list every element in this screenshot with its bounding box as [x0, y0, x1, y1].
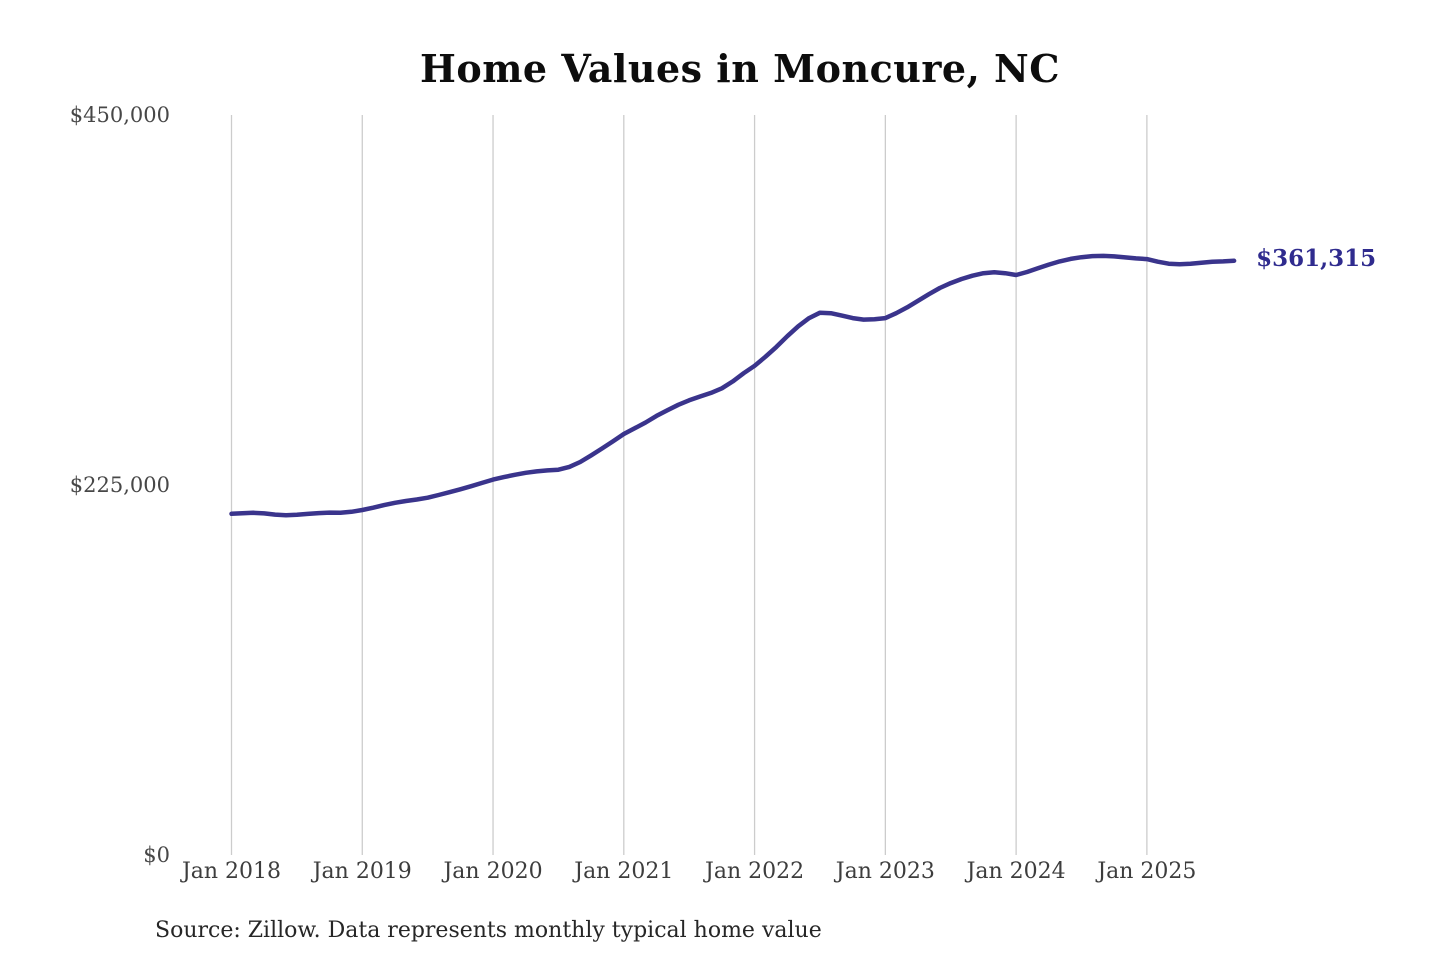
- y-tick-label: $0: [143, 843, 170, 867]
- x-tick-label: Jan 2024: [966, 859, 1066, 884]
- x-tick-label: Jan 2025: [1097, 859, 1197, 884]
- x-tick-label: Jan 2022: [705, 859, 805, 884]
- home-value-series-line: [229, 253, 1237, 518]
- x-tick-label: Jan 2023: [835, 859, 935, 884]
- x-tick-label: Jan 2020: [443, 859, 543, 884]
- chart-title: Home Values in Moncure, NC: [419, 46, 1061, 91]
- latest-value-label: $361,315: [1256, 244, 1377, 272]
- source-attribution: Source: Zillow. Data represents monthly …: [155, 918, 822, 943]
- x-tick-label: Jan 2018: [181, 859, 282, 884]
- y-tick-label: $450,000: [69, 103, 170, 127]
- x-tick-label: Jan 2021: [574, 859, 674, 884]
- vertical-gridlines: [230, 115, 1148, 855]
- x-tick-label: Jan 2019: [312, 859, 412, 884]
- y-tick-label: $225,000: [69, 473, 170, 497]
